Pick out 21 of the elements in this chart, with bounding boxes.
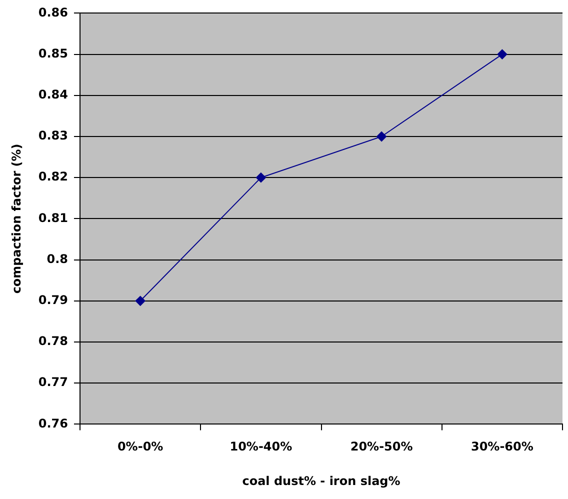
x-tick-label: 10%-40%	[230, 440, 292, 454]
y-tick-label: 0.81	[38, 210, 68, 225]
x-axis-title: coal dust% - iron slag%	[242, 474, 400, 488]
y-tick-label: 0.79	[38, 293, 68, 308]
x-tick-label: 0%-0%	[117, 440, 164, 454]
x-tick-label: 20%-50%	[350, 440, 413, 454]
y-tick-label: 0.76	[38, 416, 68, 430]
point	[376, 132, 387, 142]
point	[497, 49, 508, 60]
y-tick-label: 0.77	[38, 375, 68, 390]
y-tick-label: 0.84	[38, 88, 68, 102]
y-tick-label: 0.78	[38, 334, 68, 348]
x-tick-label: 30%-60%	[470, 440, 534, 454]
y-tick-label: 0.83	[38, 128, 68, 143]
y-axis-title: compaction factor (%)	[9, 144, 24, 294]
y-tick-label: 0.82	[38, 170, 68, 184]
point	[135, 296, 146, 306]
y-tick-label: 0.85	[38, 46, 68, 60]
y-tick-label: 0.8	[46, 252, 68, 266]
y-tick-label: 0.86	[38, 5, 68, 20]
point	[256, 172, 266, 183]
